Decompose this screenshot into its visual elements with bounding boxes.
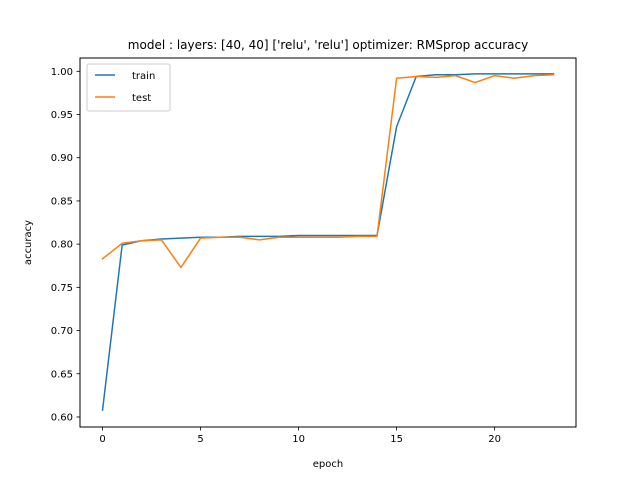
y-tick-label: 0.60 (51, 412, 73, 423)
x-tick-label: 20 (488, 434, 501, 445)
x-tick-label: 15 (390, 434, 403, 445)
legend-label-test: test (132, 93, 151, 104)
x-axis-ticks: 0 5 10 15 20 (99, 427, 501, 445)
y-tick-label: 0.75 (51, 283, 73, 294)
y-tick-label: 0.70 (51, 326, 73, 337)
x-axis-label: epoch (313, 459, 343, 470)
x-tick-label: 0 (99, 434, 105, 445)
y-axis-label: accuracy (23, 220, 34, 265)
y-axis-ticks: 0.60 0.65 0.70 0.75 0.80 0.85 0.90 0.95 1.00 (51, 67, 80, 423)
x-tick-label: 10 (292, 434, 305, 445)
y-tick-label: 0.90 (51, 153, 73, 164)
y-tick-label: 0.85 (51, 196, 73, 207)
x-tick-label: 5 (197, 434, 203, 445)
y-tick-label: 0.65 (51, 369, 73, 380)
y-tick-label: 0.80 (51, 240, 73, 251)
series-line-test (101, 73, 555, 269)
y-tick-label: 1.00 (51, 67, 73, 78)
y-tick-label: 0.95 (51, 110, 73, 121)
legend: train test (86, 63, 171, 112)
plot-frame (79, 57, 577, 428)
legend-label-train: train (132, 71, 155, 82)
series-lines (101, 73, 555, 411)
series-line-train (101, 73, 555, 411)
legend-box (86, 63, 171, 112)
chart-title: model : layers: [40, 40] ['relu', 'relu'… (128, 38, 528, 52)
plot-area: 0 5 10 15 20 0.60 0.65 0.70 0.75 0.80 0.85 0.90 0.9… (51, 57, 577, 445)
